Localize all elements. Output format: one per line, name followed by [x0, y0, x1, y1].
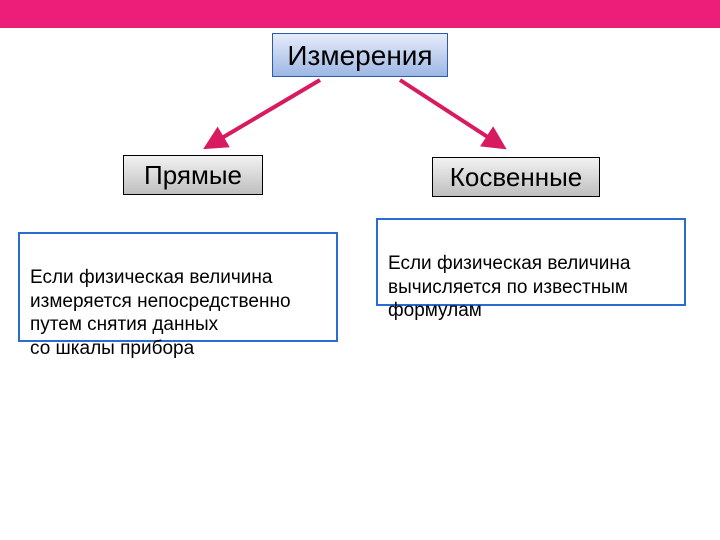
title-text: Измерения [287, 40, 432, 71]
left-category-text: Прямые [144, 160, 242, 190]
left-description-box: Если физическая величина измеряется непо… [18, 232, 338, 342]
title-box: Измерения [272, 33, 448, 77]
right-description-text: Если физическая величина вычисляется по … [388, 253, 630, 322]
diagram-stage: Измерения Прямые Косвенные Если физическ… [0, 0, 720, 540]
arrow-left [210, 80, 320, 145]
right-description-box: Если физическая величина вычисляется по … [376, 218, 686, 306]
left-category-box: Прямые [123, 155, 263, 195]
left-description-text: Если физическая величина измеряется непо… [30, 267, 291, 359]
right-category-text: Косвенные [450, 162, 582, 192]
right-category-box: Косвенные [432, 157, 600, 197]
top-accent-bar [0, 0, 720, 28]
arrow-right [400, 80, 500, 145]
